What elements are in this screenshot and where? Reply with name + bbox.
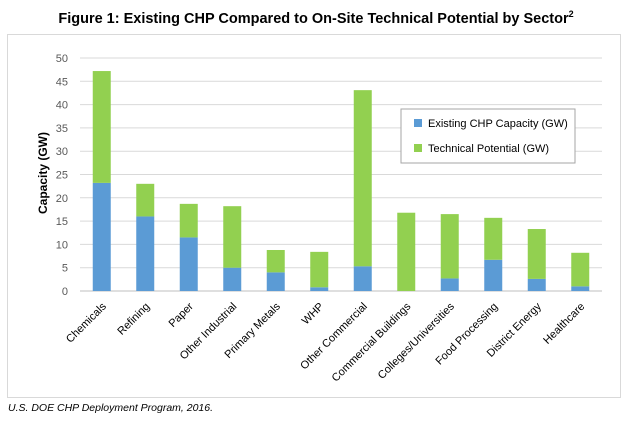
legend: Existing CHP Capacity (GW) Technical Pot… (400, 108, 576, 164)
source-note: U.S. DOE CHP Deployment Program, 2016. (8, 402, 214, 414)
x-tick-label: Chemicals (64, 300, 109, 345)
gridlines (80, 57, 602, 292)
y-tick-label: 35 (56, 123, 68, 135)
bar-technical-colleges-universities (440, 214, 459, 279)
bar-existing-district-energy (527, 278, 546, 291)
y-tick-label: 40 (56, 100, 68, 112)
bar-existing-food-processing (484, 259, 503, 291)
bar-technical-primary-metals (266, 249, 285, 273)
bar-existing-primary-metals (266, 272, 285, 291)
x-tick-label: Commercial Buildings (330, 300, 414, 384)
figure-title-superscript: 2 (568, 9, 574, 19)
x-tick-label: Refining (115, 301, 152, 338)
y-tick-label: 50 (56, 53, 68, 65)
x-tick-label: Paper (167, 300, 196, 329)
bar-existing-chemicals (92, 182, 111, 291)
bar-existing-paper (179, 237, 198, 291)
y-tick-label: 10 (56, 239, 68, 251)
bars (92, 71, 590, 291)
legend-box (400, 108, 576, 164)
bar-technical-food-processing (484, 217, 503, 260)
bar-existing-refining (136, 216, 155, 291)
legend-swatch-existing (414, 119, 422, 127)
figure-title: Figure 1: Existing CHP Compared to On-Si… (0, 9, 632, 27)
bar-technical-healthcare (571, 252, 590, 287)
bar-existing-other-industrial (223, 267, 242, 291)
y-tick-label: 5 (62, 263, 68, 275)
y-tick-label: 25 (56, 170, 68, 182)
x-tick-label: WHP (300, 301, 327, 328)
y-tick-label: 20 (56, 193, 68, 205)
chart-frame (7, 34, 621, 398)
bar-existing-healthcare (571, 286, 590, 291)
stacked-bar-chart: 0 5 10 15 20 25 30 35 40 45 50 Chemicals Refining Pa… (36, 53, 602, 384)
y-tick-label: 30 (56, 146, 68, 158)
legend-label-existing: Existing CHP Capacity (GW) (428, 118, 568, 130)
bar-technical-whp (310, 251, 329, 288)
y-axis-ticks: 0 5 10 15 20 25 30 35 40 45 50 (56, 53, 68, 298)
bar-technical-other-commercial (353, 90, 372, 267)
x-tick-label: Healthcare (541, 301, 587, 347)
y-tick-label: 15 (56, 216, 68, 228)
bar-technical-paper (179, 203, 198, 238)
bar-existing-colleges-universities (440, 278, 459, 291)
bar-technical-other-industrial (223, 206, 242, 268)
figure-title-text: Figure 1: Existing CHP Compared to On-Si… (58, 10, 569, 27)
bar-existing-whp (310, 287, 329, 291)
y-tick-label: 0 (62, 286, 68, 298)
bar-technical-commercial-buildings (397, 212, 416, 291)
legend-swatch-technical (414, 144, 422, 152)
bar-technical-chemicals (92, 71, 111, 183)
bar-technical-district-energy (527, 229, 546, 279)
legend-label-technical: Technical Potential (GW) (428, 143, 549, 155)
bar-existing-other-commercial (353, 266, 372, 291)
x-tick-label: Colleges/Universities (376, 300, 457, 381)
y-axis-label: Capacity (GW) (36, 132, 50, 214)
y-tick-label: 45 (56, 76, 68, 88)
bar-technical-refining (136, 183, 155, 217)
